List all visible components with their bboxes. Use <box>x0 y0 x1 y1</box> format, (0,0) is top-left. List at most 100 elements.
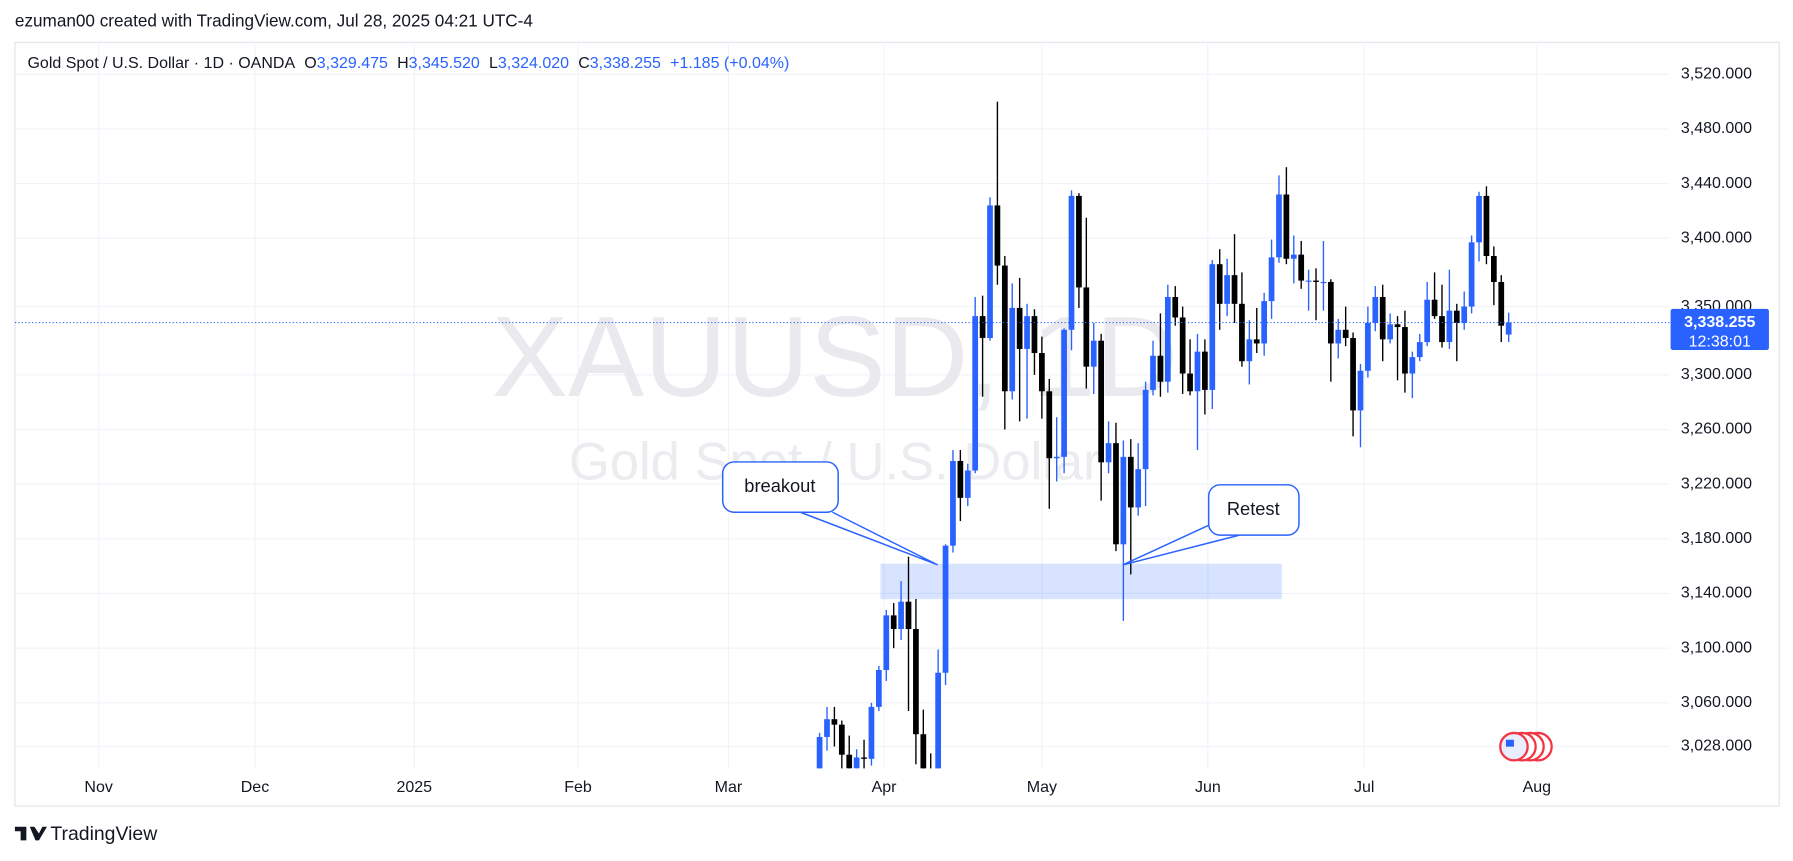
candle-body <box>883 615 890 671</box>
candle-body <box>1164 296 1171 382</box>
x-tick-label: 2025 <box>396 779 432 796</box>
candle-body <box>1468 242 1475 307</box>
x-tick-label: Jun <box>1195 779 1221 796</box>
candle-body <box>1046 391 1053 459</box>
candle-body <box>1076 195 1082 288</box>
candle-body <box>1283 194 1290 259</box>
candle-body <box>838 724 845 755</box>
x-tick-label: May <box>1027 779 1057 796</box>
candle-body <box>1498 281 1505 326</box>
candle-body <box>987 205 993 338</box>
candle-body <box>1313 280 1319 282</box>
candle-body <box>1402 327 1408 374</box>
candle-body <box>1224 275 1230 304</box>
candle-body <box>1157 355 1164 382</box>
candle-body <box>1246 339 1253 362</box>
candle-body <box>972 316 979 471</box>
candle-body <box>964 470 971 498</box>
legend-key: L <box>489 55 498 72</box>
annotation: Retest <box>1227 498 1280 519</box>
candle-body <box>1453 310 1460 323</box>
candle-body <box>1483 195 1490 257</box>
candle-body <box>957 460 964 498</box>
legend-value: 3,338.255 <box>590 55 661 72</box>
x-tick-label: Dec <box>241 779 269 796</box>
candle-body <box>1439 316 1445 343</box>
candle-body <box>876 670 882 707</box>
candle-body <box>1335 329 1342 344</box>
credit: ezuman00 created with TradingView.com, J… <box>15 10 533 30</box>
candle-body <box>1068 195 1075 330</box>
retest-zone <box>880 563 1282 600</box>
y-tick-label: 3,440.000 <box>1681 175 1752 192</box>
candle-body <box>831 719 838 725</box>
candle-body <box>1127 456 1134 508</box>
candle-body <box>1009 307 1016 392</box>
candle-body <box>1194 351 1201 392</box>
legend-key: O <box>304 55 316 72</box>
candle-body <box>935 672 941 769</box>
y-tick-label: 3,400.000 <box>1681 229 1752 246</box>
candle-body <box>1142 389 1149 470</box>
y-tick-label: 3,520.000 <box>1681 65 1752 82</box>
candle-body <box>1209 264 1216 390</box>
breakout-callout: breakout <box>721 461 938 566</box>
candle-body <box>1394 324 1401 328</box>
candle-body <box>1172 296 1179 318</box>
candle-body <box>1290 254 1297 259</box>
flag-icon <box>1499 731 1553 762</box>
y-tick-label: 3,300.000 <box>1681 366 1752 383</box>
candle-body <box>979 316 986 338</box>
candle-body <box>1231 275 1238 304</box>
x-tick-label: Mar <box>715 779 743 796</box>
candle-body <box>920 734 927 769</box>
x-tick-label: Apr <box>872 779 898 796</box>
candle-body <box>846 754 853 769</box>
candle-body <box>1379 296 1386 340</box>
candle-body <box>1061 329 1067 457</box>
legend-value: 3,324.020 <box>498 55 569 72</box>
candle-body <box>1320 281 1327 284</box>
candle-body <box>1001 265 1008 392</box>
x-tick-label: Feb <box>564 779 592 796</box>
x-tick-label: Nov <box>84 779 112 796</box>
legend-key: C <box>578 55 590 72</box>
candle-body <box>1446 310 1453 343</box>
candle-body <box>1372 296 1379 323</box>
brand: TradingView <box>50 823 158 845</box>
y-tick-label: 3,028.000 <box>1681 738 1752 755</box>
candle-body <box>1276 194 1282 258</box>
candle-body <box>1505 322 1512 335</box>
candle-body <box>1216 264 1223 304</box>
candle-body <box>994 205 1001 266</box>
candle-body <box>868 706 875 759</box>
candle-body <box>1305 280 1312 282</box>
footer-logo: TradingView <box>14 823 158 845</box>
candle-body <box>861 757 867 759</box>
candle-body <box>1416 342 1423 358</box>
candle-body <box>905 601 912 630</box>
candle-body <box>1409 357 1416 374</box>
candle-body <box>1053 456 1060 459</box>
candle-body <box>928 798 934 809</box>
candle-body <box>950 460 956 546</box>
candle-body <box>913 629 919 735</box>
candle-body <box>890 615 897 630</box>
candle-body <box>1202 351 1208 390</box>
last-price-label: 3,338.255 <box>1684 314 1755 331</box>
candle-body <box>1298 254 1305 281</box>
candle-body <box>1350 337 1356 411</box>
legend-value: 3,345.520 <box>409 55 480 72</box>
candle-body <box>1120 456 1127 545</box>
annotation: breakout <box>744 475 815 496</box>
candle-body <box>1105 443 1112 463</box>
y-tick-label: 3,180.000 <box>1681 530 1752 547</box>
candle-body <box>1039 353 1045 392</box>
candle-body <box>1327 281 1334 344</box>
candle-body <box>1365 322 1371 371</box>
candle-body <box>1083 287 1090 367</box>
candle-body <box>809 783 815 805</box>
last-price-box <box>1670 308 1769 351</box>
